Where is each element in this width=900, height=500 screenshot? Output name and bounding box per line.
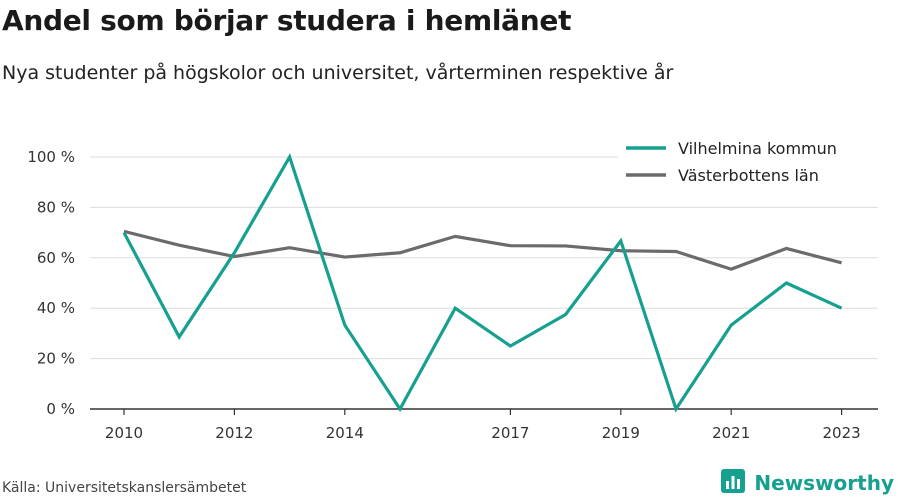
y-tick-label: 20 %: [37, 350, 75, 368]
chart-title: Andel som börjar studera i hemlänet: [2, 4, 572, 37]
x-tick-label: 2021: [712, 424, 750, 442]
y-tick-label: 0 %: [46, 400, 75, 418]
brand-logo[interactable]: Newsworthy: [720, 468, 894, 498]
legend: Vilhelmina kommun Västerbottens län: [618, 133, 880, 191]
x-tick-label: 2014: [326, 424, 364, 442]
legend-label: Vilhelmina kommun: [678, 139, 837, 158]
x-axis: 2010 2012 2014 2017 2019 2021 2023: [90, 408, 878, 442]
brand-name: Newsworthy: [754, 471, 894, 495]
x-tick-label: 2019: [602, 424, 640, 442]
y-tick-label: 100 %: [27, 148, 75, 166]
series-line-2: [123, 229, 843, 271]
series-line-1: [122, 153, 843, 413]
x-tick-label: 2017: [491, 424, 529, 442]
x-tick-label: 2023: [823, 424, 861, 442]
y-tick-label: 80 %: [37, 198, 75, 216]
gridlines: [90, 156, 878, 360]
y-axis: 0 % 20 % 40 % 60 % 80 % 100 %: [27, 148, 75, 418]
x-tick-label: 2012: [215, 424, 253, 442]
bar-chart-logo-icon: [720, 468, 746, 498]
source-note: Källa: Universitetskanslersämbetet: [2, 480, 247, 496]
x-tick-label: 2010: [105, 424, 143, 442]
series-lines: [122, 153, 843, 413]
legend-label: Västerbottens län: [678, 166, 819, 185]
legend-background: [618, 133, 880, 191]
chart-subtitle: Nya studenter på högskolor och universit…: [2, 62, 674, 84]
y-tick-label: 40 %: [37, 299, 75, 317]
y-tick-label: 60 %: [37, 249, 75, 267]
